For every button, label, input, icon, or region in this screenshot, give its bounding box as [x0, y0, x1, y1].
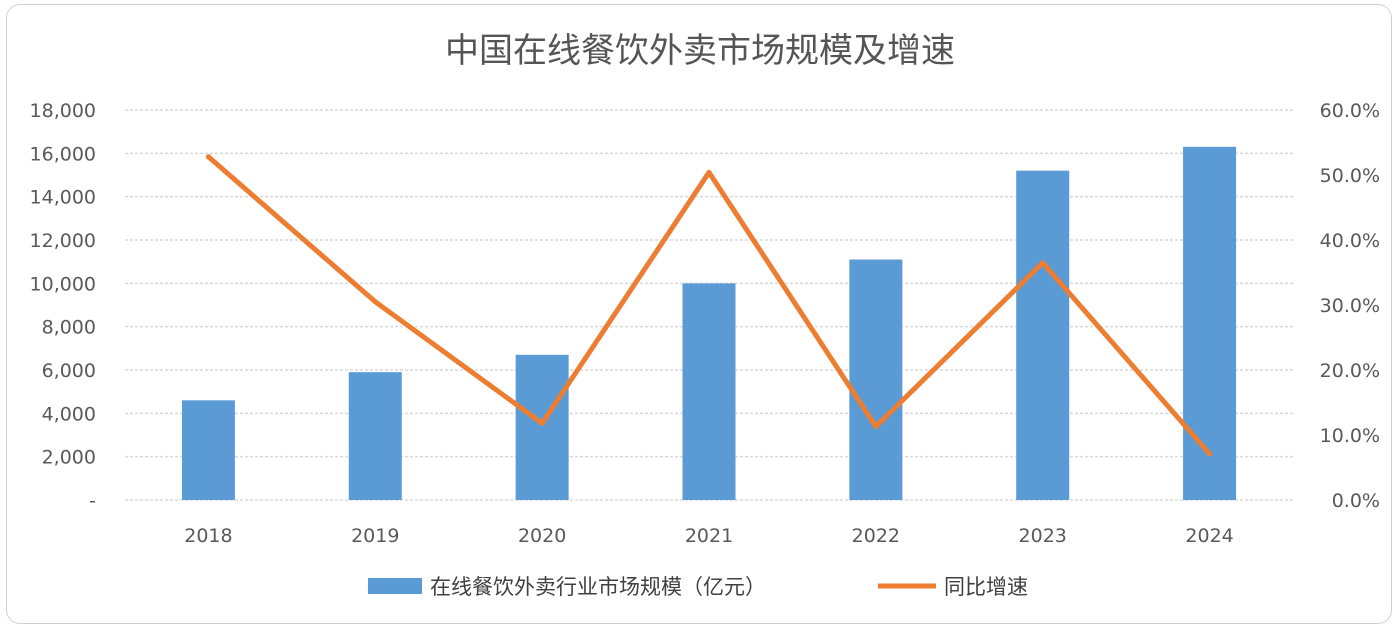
legend-line-label: 同比增速 [944, 575, 1028, 599]
line-point [1040, 260, 1046, 266]
right-tick-label: 10.0% [1320, 425, 1380, 447]
legend-bar-label: 在线餐饮外卖行业市场规模（亿元） [430, 575, 766, 599]
left-tick-label: - [89, 490, 96, 512]
line-series [205, 154, 1213, 457]
x-tick-label: 2021 [685, 525, 733, 547]
x-tick-label: 2020 [518, 525, 566, 547]
left-axis-ticks: - 2,000 4,000 6,000 8,000 10,000 12,000 14,000 1… [30, 100, 96, 512]
x-tick-label: 2019 [351, 525, 399, 547]
legend: 在线餐饮外卖行业市场规模（亿元） 同比增速 [368, 575, 1028, 599]
x-axis-ticks: 2018 2019 2020 2021 2022 2023 2024 [184, 525, 1234, 547]
x-tick-label: 2024 [1185, 525, 1233, 547]
left-tick-label: 18,000 [30, 100, 96, 122]
line-point [706, 169, 712, 175]
chart-title: 中国在线餐饮外卖市场规模及增速 [445, 31, 955, 71]
bar [515, 354, 569, 500]
left-tick-label: 12,000 [30, 230, 96, 252]
bar [181, 400, 235, 500]
x-tick-label: 2018 [184, 525, 232, 547]
bar [1183, 146, 1237, 501]
left-tick-label: 8,000 [42, 317, 96, 339]
bar [348, 372, 402, 500]
legend-bar-swatch [368, 578, 422, 594]
right-tick-label: 50.0% [1320, 165, 1380, 187]
line-point [539, 420, 545, 426]
bar [849, 259, 903, 500]
left-tick-label: 2,000 [42, 447, 96, 469]
line-point [873, 424, 879, 430]
bar-series [181, 146, 1237, 501]
bar [1016, 170, 1070, 500]
line-point [372, 299, 378, 305]
bar [682, 283, 736, 500]
right-tick-label: 60.0% [1320, 100, 1380, 122]
left-tick-label: 6,000 [42, 360, 96, 382]
right-tick-label: 0.0% [1332, 490, 1380, 512]
right-tick-label: 20.0% [1320, 360, 1380, 382]
left-tick-label: 16,000 [30, 143, 96, 165]
left-tick-label: 14,000 [30, 187, 96, 209]
x-tick-label: 2023 [1019, 525, 1067, 547]
left-tick-label: 4,000 [42, 403, 96, 425]
x-tick-label: 2022 [852, 525, 900, 547]
line-point [1207, 451, 1213, 457]
right-tick-label: 40.0% [1320, 230, 1380, 252]
line-point [205, 154, 211, 160]
right-axis-ticks: 0.0% 10.0% 20.0% 30.0% 40.0% 50.0% 60.0% [1320, 100, 1380, 512]
right-tick-label: 30.0% [1320, 295, 1380, 317]
left-tick-label: 10,000 [30, 273, 96, 295]
